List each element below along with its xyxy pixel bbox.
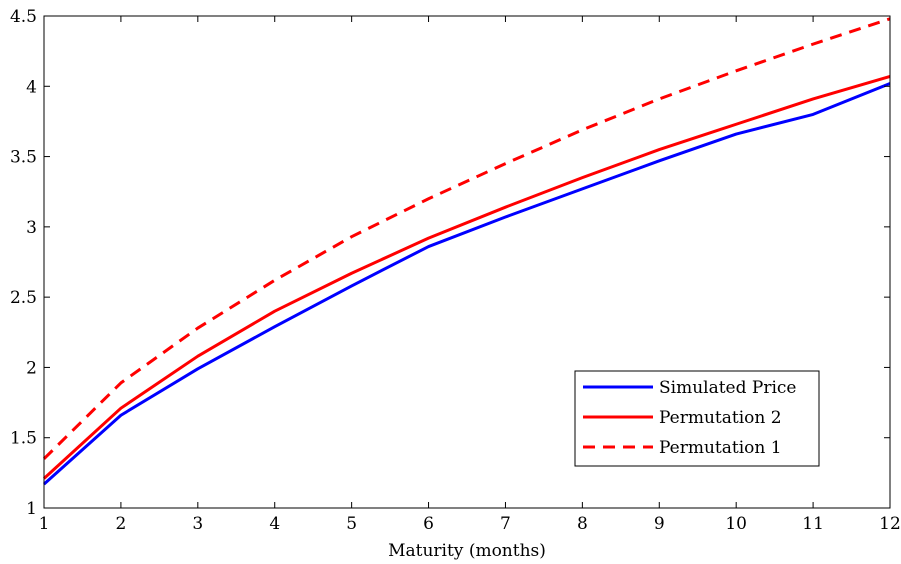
legend: Simulated Price Permutation 2 Permutation … (574, 370, 820, 467)
y-tick-label: 3.5 (10, 148, 37, 168)
series-layer (42, 17, 891, 486)
y-tick-label: 1 (26, 499, 37, 519)
y-tick-label: 2 (26, 358, 37, 378)
x-tick-label: 5 (346, 514, 357, 534)
y-tick-label: 1.5 (10, 429, 37, 449)
y-tick-label: 2.5 (10, 288, 37, 308)
x-axis-label: Maturity (months) (388, 541, 546, 561)
x-tick-label: 6 (423, 514, 434, 534)
x-tick-label: 12 (879, 514, 901, 534)
series-line-1 (42, 82, 891, 486)
y-tick-label: 4 (26, 77, 37, 97)
legend-label-2: Permutation 2 (659, 408, 782, 428)
series-line-2 (42, 75, 891, 480)
legend-label-3: Permutation 1 (659, 438, 782, 458)
x-tick-label: 8 (577, 514, 588, 534)
x-tick-label: 10 (725, 514, 747, 534)
x-tick-label: 3 (192, 514, 203, 534)
legend-label-1: Simulated Price (659, 378, 797, 398)
x-tick-label: 1 (39, 514, 50, 534)
plot-frame (43, 15, 891, 509)
x-tick-label: 2 (115, 514, 126, 534)
x-tick-label: 7 (500, 514, 511, 534)
x-tick-label: 9 (654, 514, 665, 534)
x-tick-label: 4 (269, 514, 280, 534)
x-tick-label: 11 (802, 514, 824, 534)
y-tick-label: 4.5 (10, 7, 37, 27)
series-line-3 (42, 17, 891, 460)
y-tick-label: 3 (26, 218, 37, 238)
